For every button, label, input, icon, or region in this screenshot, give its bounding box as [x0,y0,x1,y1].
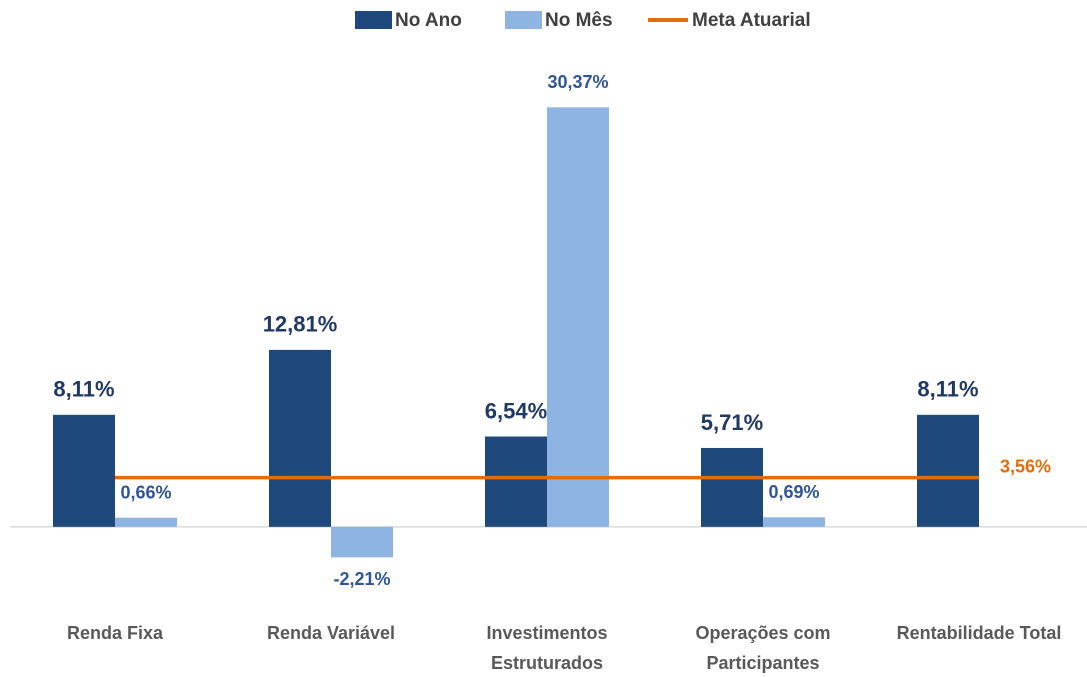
data-label: 8,11% [53,377,114,402]
bar [269,349,331,527]
x-tick-label: Operações com Participantes [695,623,831,673]
bar [763,517,825,527]
bar [115,517,177,527]
bar [331,526,393,558]
data-label: 8,11% [917,377,978,402]
x-tick-label: Rentabilidade Total [896,623,1062,643]
bar [701,447,763,527]
legend-swatch [355,11,392,29]
data-label: 12,81% [263,312,338,337]
x-tick-label: Renda Variável [266,623,396,643]
bar [917,414,979,527]
bar [547,107,609,527]
bar [485,436,547,527]
data-label: 0,69% [768,482,819,502]
meta-label: 3,56% [1000,456,1051,476]
legend-swatch [505,11,542,29]
data-label: 0,66% [120,482,171,502]
x-tick-label: Investimentos Estruturados [486,623,608,673]
data-label: -2,21% [333,569,390,589]
data-label: 30,37% [547,72,608,92]
legend-label: No Ano [395,10,462,31]
legend-label: No Mês [545,10,613,31]
data-label: 6,54% [485,398,547,423]
data-label: 5,71% [701,410,763,435]
bar [53,414,115,527]
x-tick-label: Renda Fixa [66,623,164,643]
legend-label: Meta Atuarial [692,10,811,31]
